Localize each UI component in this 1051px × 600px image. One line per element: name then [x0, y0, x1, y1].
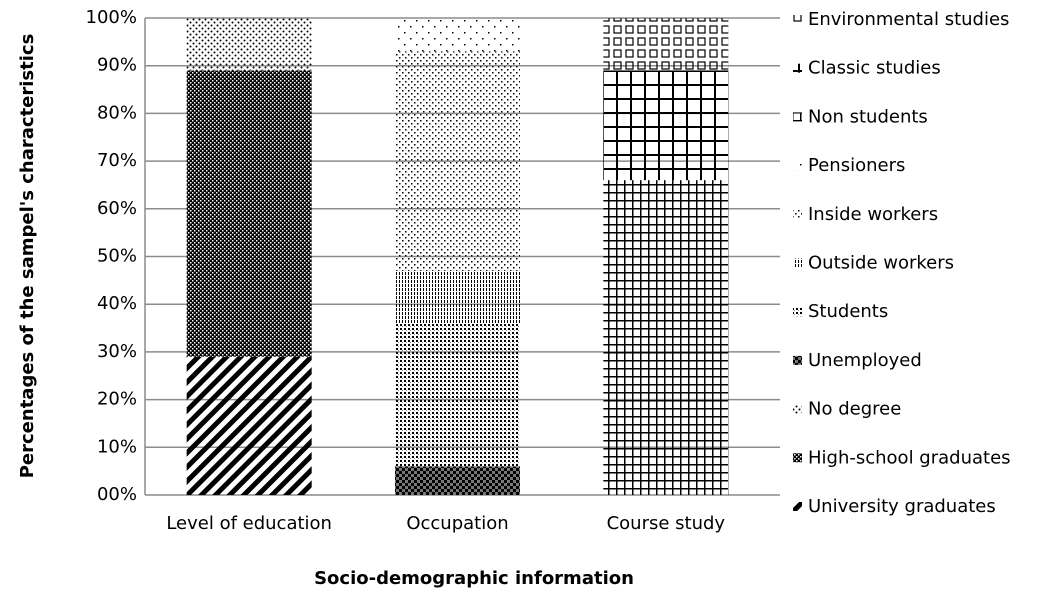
bar-segment — [395, 323, 520, 467]
legend-label: Classic studies — [808, 58, 941, 79]
y-tick-label: 100% — [86, 7, 137, 28]
x-axis-title: Socio-demographic information — [314, 568, 634, 589]
legend-marker — [793, 258, 802, 268]
y-tick-label: 20% — [97, 389, 137, 410]
y-tick-label: 90% — [97, 55, 137, 76]
y-tick-label: 50% — [97, 246, 137, 267]
legend-marker — [793, 63, 802, 73]
bar-segment — [395, 270, 520, 324]
y-tick-label: 10% — [97, 436, 137, 457]
y-tick-label: 60% — [97, 198, 137, 219]
legend-label: University graduates — [808, 496, 996, 517]
bar-segment — [603, 180, 729, 495]
legend-marker — [793, 307, 802, 317]
legend-label: Inside workers — [808, 204, 938, 225]
bar-segment — [395, 18, 520, 52]
legend-label: Unemployed — [808, 350, 922, 371]
bar-segment — [186, 18, 312, 71]
legend-label: High-school graduates — [808, 447, 1011, 468]
y-tick-label: 00% — [97, 484, 137, 505]
bar-segment — [186, 70, 312, 357]
legend-label: Outside workers — [808, 253, 954, 274]
legend-marker — [793, 161, 802, 171]
bar-segment — [395, 51, 520, 271]
legend-marker — [793, 112, 802, 122]
bar-segment — [603, 70, 729, 181]
legend-label: Non students — [808, 106, 928, 127]
y-tick-label: 30% — [97, 341, 137, 362]
x-tick-label: Occupation — [406, 513, 508, 534]
legend-label: No degree — [808, 399, 901, 420]
bar-segment — [186, 356, 312, 495]
x-tick-label: Level of education — [166, 513, 332, 534]
legend-label: Pensioners — [808, 155, 905, 176]
legend-label: Environmental studies — [808, 9, 1009, 30]
legend-marker — [793, 209, 802, 219]
legend-marker — [793, 502, 802, 511]
legend-marker — [793, 404, 802, 414]
y-axis-title: Percentages of the sampel's characterist… — [17, 34, 38, 479]
legend-marker — [793, 453, 802, 463]
legend-marker — [793, 355, 802, 365]
legend-marker — [793, 15, 802, 24]
legend-label: Students — [808, 301, 888, 322]
y-tick-label: 40% — [97, 293, 137, 314]
bar-segment — [395, 466, 520, 495]
x-tick-label: Course study — [607, 513, 726, 534]
y-tick-label: 70% — [97, 150, 137, 171]
bar-segment — [603, 18, 729, 71]
y-tick-label: 80% — [97, 102, 137, 123]
